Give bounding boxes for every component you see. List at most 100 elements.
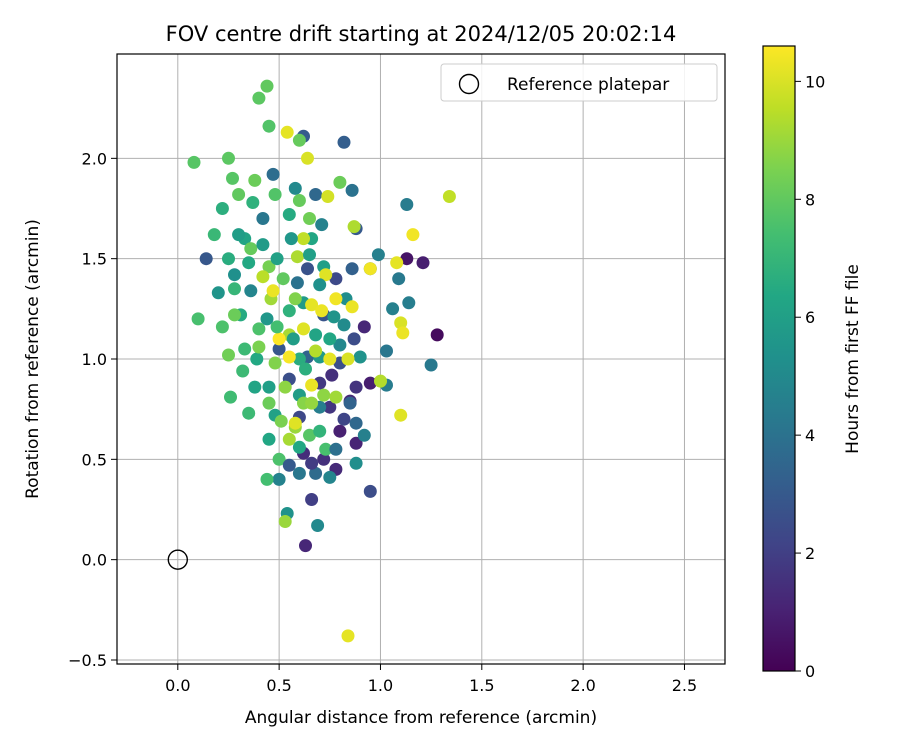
data-point (305, 298, 319, 312)
y-tick-label: −0.5 (68, 651, 107, 670)
data-point (301, 151, 314, 165)
data-point (256, 270, 270, 284)
x-tick-label: 0.5 (266, 676, 291, 695)
legend-open-circle-marker (458, 73, 480, 95)
data-point (305, 396, 319, 410)
data-point (270, 320, 284, 334)
data-point (288, 181, 302, 195)
reference-marker-layer (167, 549, 189, 570)
data-point (278, 515, 292, 528)
data-point (341, 352, 355, 366)
data-point (282, 458, 296, 472)
data-point (276, 272, 290, 286)
data-point (424, 358, 438, 372)
data-point (222, 348, 235, 362)
data-point (278, 380, 292, 394)
data-point (260, 79, 274, 93)
x-tick-label: 2.0 (570, 676, 595, 695)
data-point (232, 188, 246, 201)
data-point (262, 432, 276, 446)
data-points (187, 79, 456, 643)
data-point (268, 356, 282, 370)
data-point (305, 493, 319, 506)
data-point (224, 390, 237, 404)
data-point (337, 135, 351, 149)
data-point (252, 91, 266, 105)
data-point (337, 318, 351, 332)
data-point (386, 302, 400, 316)
data-point (226, 171, 239, 185)
data-point (297, 322, 310, 336)
data-point (290, 250, 304, 264)
data-point (313, 424, 327, 438)
data-point (292, 352, 306, 366)
data-point (260, 472, 274, 486)
y-axis-label: Rotation from reference (arcmin) (23, 219, 43, 499)
colorbar-ticks: 0 2 4 6 8 10 (795, 72, 825, 681)
colorbar-tick-label: 4 (805, 426, 815, 445)
data-point (305, 378, 319, 392)
data-point (309, 188, 323, 201)
data-point (319, 442, 333, 456)
data-point (319, 268, 333, 282)
data-point (317, 452, 331, 466)
data-point (309, 466, 323, 480)
data-point (349, 416, 363, 430)
data-point (341, 629, 355, 643)
data-point (262, 380, 276, 394)
colorbar-tick-label: 6 (805, 308, 815, 327)
data-point (323, 352, 337, 366)
data-point (303, 428, 316, 442)
data-point (357, 320, 371, 334)
data-point (248, 380, 262, 394)
data-point (315, 304, 329, 318)
data-point (394, 316, 408, 330)
data-point (211, 286, 225, 300)
data-point (333, 175, 347, 189)
y-tick-label: 1.5 (82, 250, 107, 269)
data-point (292, 466, 306, 480)
data-point (252, 322, 266, 336)
data-point (262, 396, 276, 410)
data-point (199, 252, 213, 266)
data-point (333, 338, 347, 352)
data-point (299, 362, 312, 376)
data-point (236, 364, 250, 378)
data-point (228, 282, 241, 296)
data-point (301, 262, 314, 276)
data-point (371, 248, 385, 262)
data-point (305, 456, 319, 470)
reference-platepar-marker (167, 549, 189, 570)
data-point (262, 260, 276, 274)
data-point (317, 388, 331, 402)
data-point (282, 432, 296, 446)
y-tick-label: 2.0 (82, 149, 107, 168)
data-point (297, 232, 310, 246)
data-point (345, 262, 359, 276)
data-point (363, 484, 377, 498)
data-point (260, 312, 274, 326)
data-point (363, 376, 377, 390)
data-point (268, 188, 282, 201)
data-point (323, 470, 337, 484)
data-point (280, 125, 294, 139)
chart-title: FOV centre drift starting at 2024/12/05 … (166, 22, 677, 46)
data-point (329, 272, 343, 286)
data-point (392, 272, 406, 286)
x-tick-label: 1.0 (368, 676, 393, 695)
data-point (329, 442, 343, 456)
data-point (248, 173, 262, 187)
data-point (347, 332, 361, 346)
data-point (442, 190, 456, 203)
x-tick-label: 0.0 (165, 676, 190, 695)
data-point (288, 292, 302, 306)
data-point (270, 252, 284, 266)
data-point (402, 296, 416, 310)
data-point (272, 452, 286, 466)
data-point (311, 519, 325, 532)
data-point (396, 326, 410, 340)
data-point (256, 212, 270, 225)
y-tick-label: 0.5 (82, 450, 107, 469)
data-point (400, 252, 414, 266)
